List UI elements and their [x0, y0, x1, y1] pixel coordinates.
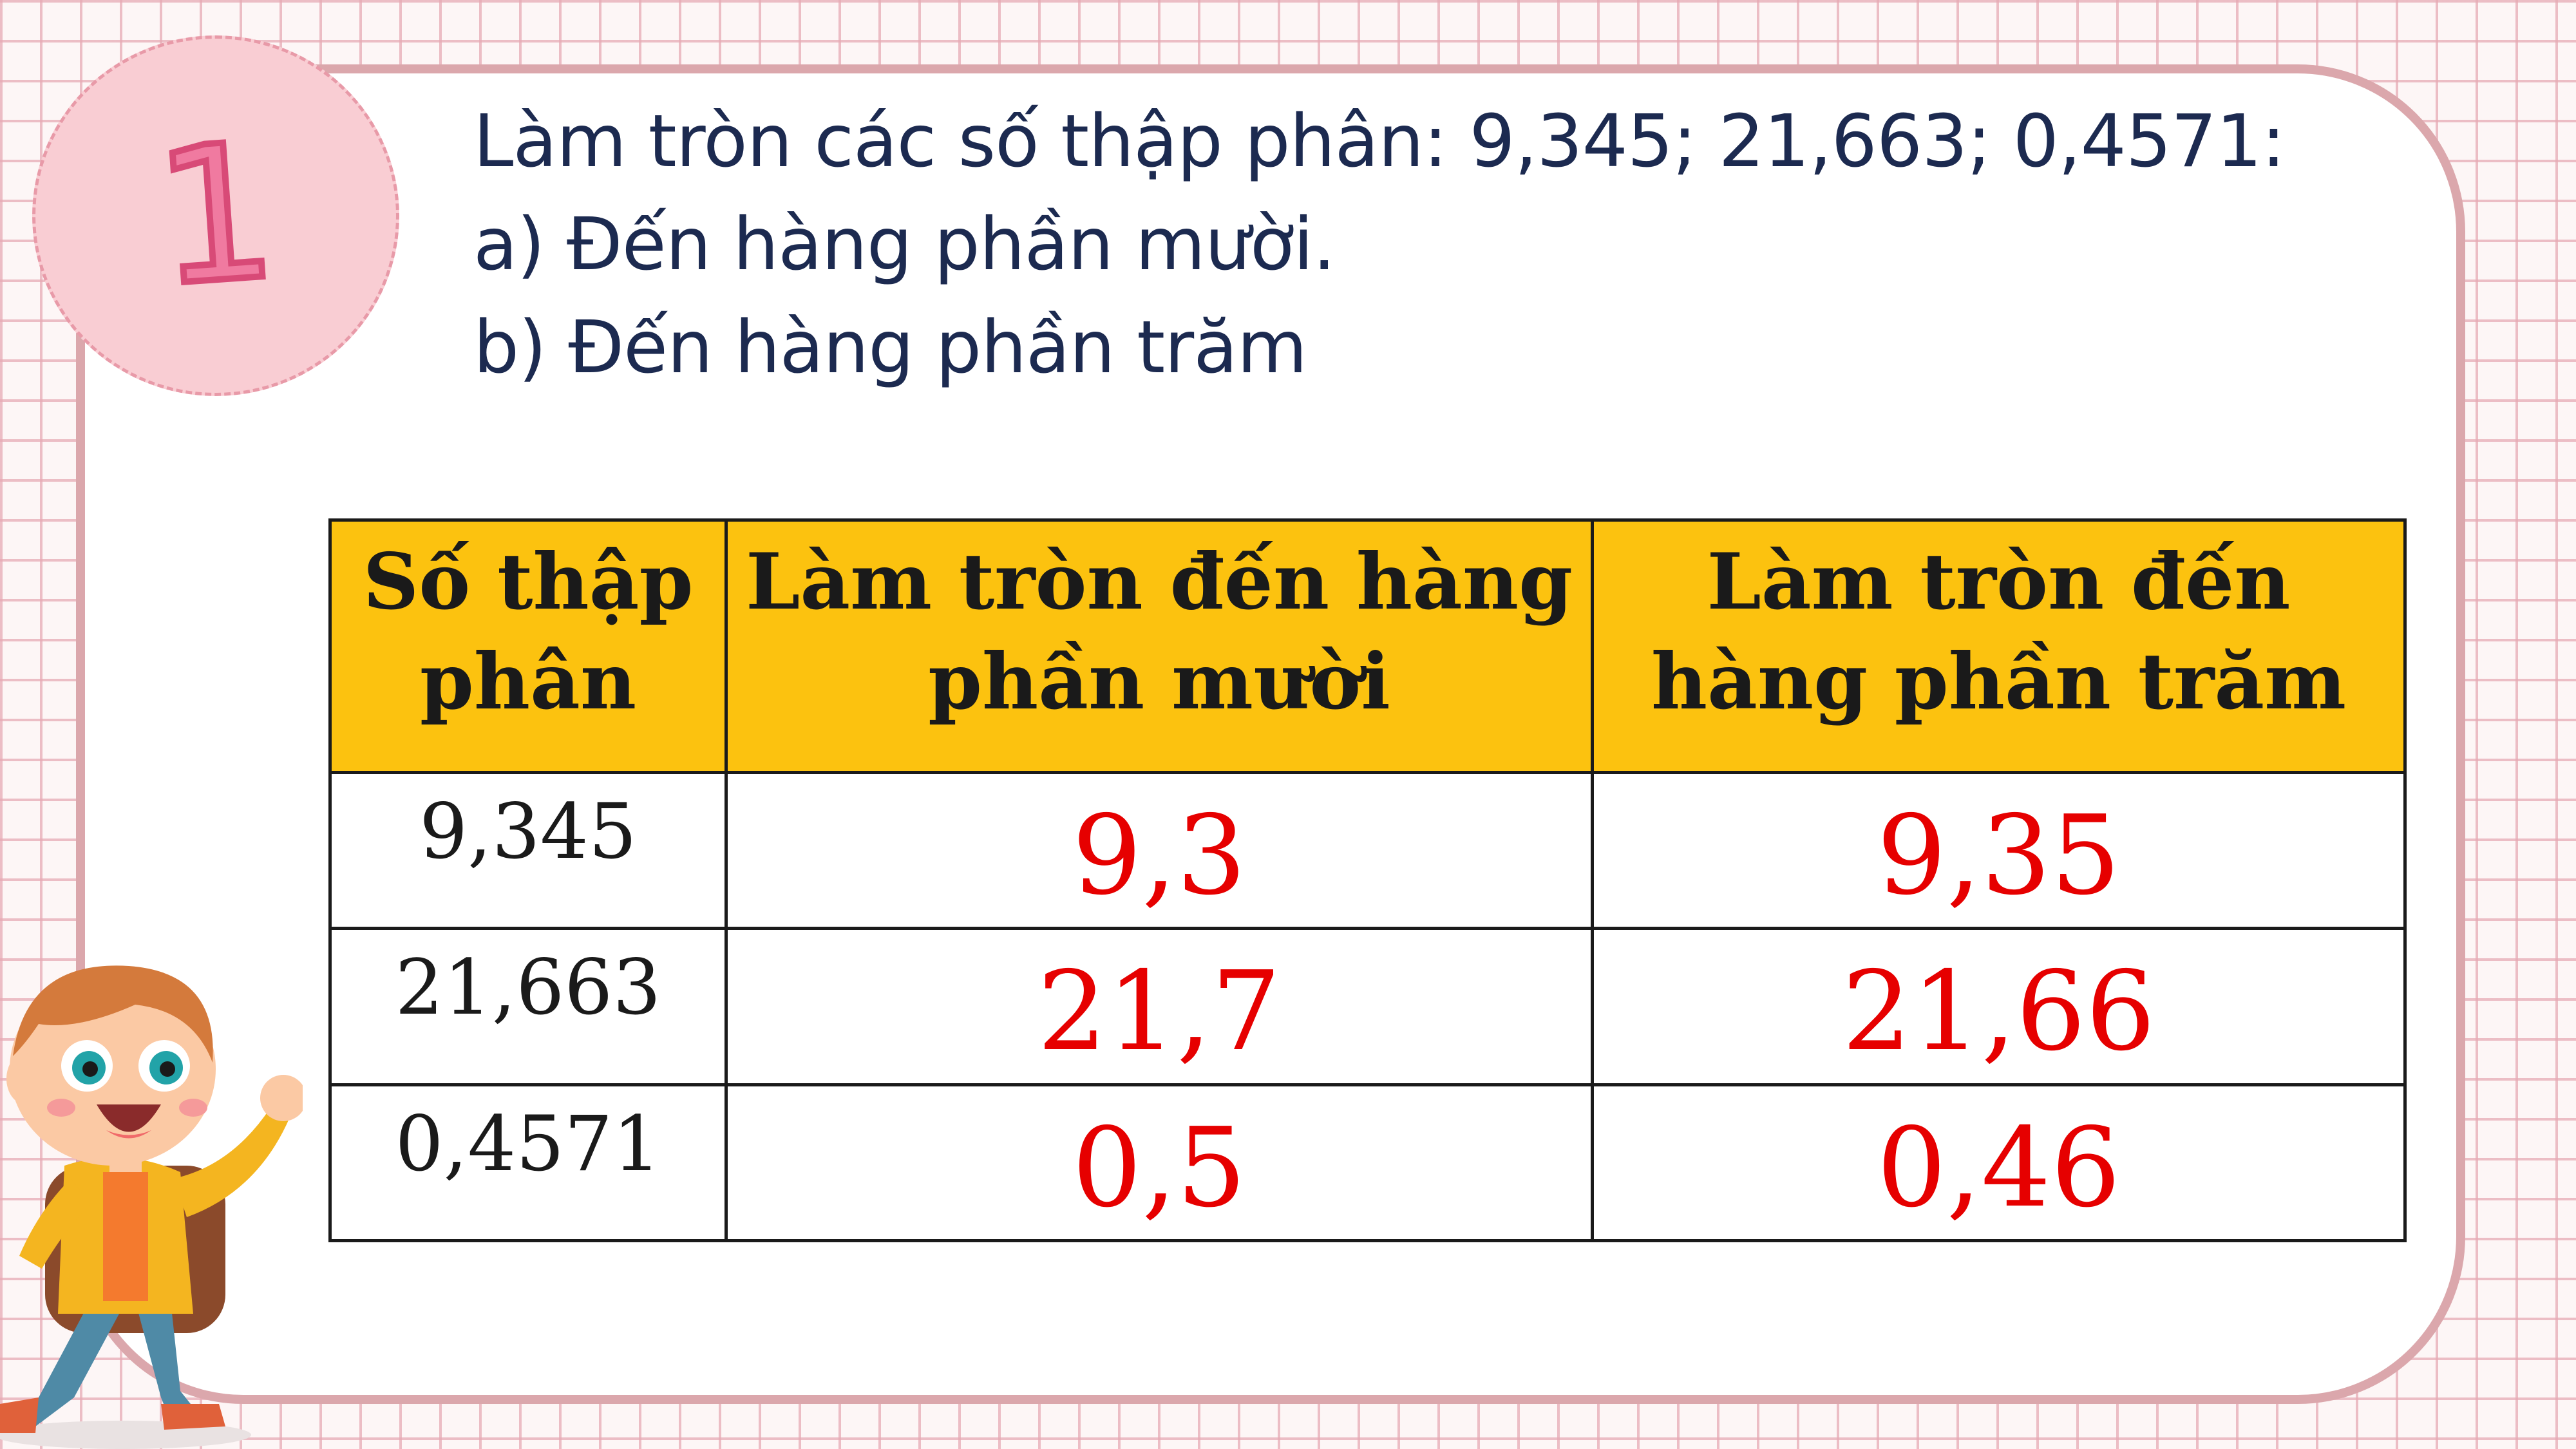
table-row: 9,345 9,3 9,35 — [328, 770, 2407, 931]
tenths-cell: 0,5 — [724, 1083, 1594, 1243]
table-header-row: Số thập phân Làm tròn đến hàng phần mười… — [328, 518, 2407, 774]
table-row: 0,4571 0,5 0,46 — [328, 1083, 2407, 1243]
decimal-value: 0,4571 — [395, 1099, 661, 1188]
number-badge: 1 — [32, 35, 399, 396]
decimal-value: 9,345 — [419, 787, 637, 876]
cartoon-boy-illustration — [0, 965, 303, 1449]
question-line-3: b) Đến hàng phần trăm — [473, 306, 1307, 390]
hundredths-cell: 9,35 — [1591, 770, 2407, 931]
rounding-table: Số thập phân Làm tròn đến hàng phần mười… — [328, 518, 2407, 1243]
header-round-tenths: Làm tròn đến hàng phần mười — [724, 518, 1594, 774]
decimal-value: 21,663 — [395, 943, 661, 1032]
tenths-answer: 21,7 — [1037, 948, 1282, 1076]
hundredths-answer: 9,35 — [1877, 792, 2121, 920]
tenths-cell: 9,3 — [724, 770, 1594, 931]
hundredths-answer: 21,66 — [1842, 948, 2155, 1076]
tenths-cell: 21,7 — [724, 927, 1594, 1086]
hundredths-answer: 0,46 — [1877, 1104, 2121, 1232]
decimal-cell: 9,345 — [328, 770, 728, 931]
question-line-2: a) Đến hàng phần mười. — [473, 203, 1336, 287]
header-decimal: Số thập phân — [328, 518, 728, 774]
hundredths-cell: 0,46 — [1591, 1083, 2407, 1243]
decimal-cell: 0,4571 — [328, 1083, 728, 1243]
hundredths-cell: 21,66 — [1591, 927, 2407, 1086]
tenths-answer: 0,5 — [1072, 1104, 1247, 1232]
tenths-answer: 9,3 — [1072, 792, 1247, 920]
table-row: 21,663 21,7 21,66 — [328, 927, 2407, 1086]
header-round-hundredths: Làm tròn đến hàng phần trăm — [1591, 518, 2407, 774]
question-line-1: Làm tròn các số thập phân: 9,345; 21,663… — [473, 100, 2286, 184]
decimal-cell: 21,663 — [328, 927, 728, 1086]
badge-number: 1 — [146, 100, 286, 331]
question-block: Làm tròn các số thập phân: 9,345; 21,663… — [473, 90, 2405, 399]
